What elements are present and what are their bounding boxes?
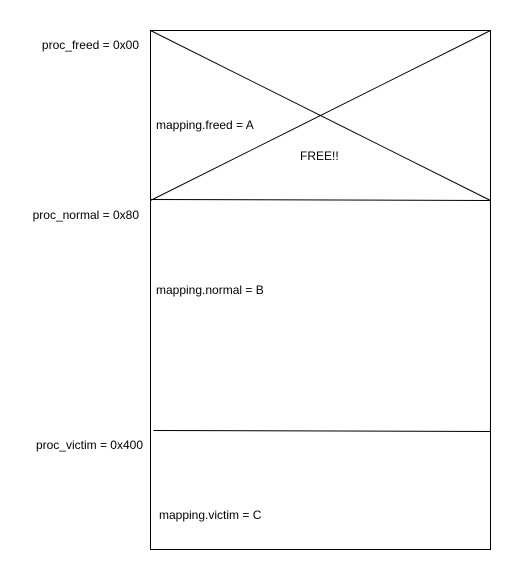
mapping-freed-label: mapping.freed = A <box>156 118 254 132</box>
normal-victim-boundary <box>153 430 491 432</box>
proc-victim-address-label: proc_victim = 0x400 <box>35 438 143 452</box>
freed-region-cross-line-2 <box>150 30 491 201</box>
proc-freed-address-label: proc_freed = 0x00 <box>41 38 139 52</box>
mapping-normal-label: mapping.normal = B <box>156 283 264 297</box>
memory-region-outline <box>150 30 491 550</box>
freed-marker-label: FREE!! <box>300 149 339 163</box>
mapping-victim-label: mapping.victim = C <box>159 508 262 522</box>
freed-normal-boundary <box>150 199 491 201</box>
proc-normal-address-label: proc_normal = 0x80 <box>32 208 139 222</box>
